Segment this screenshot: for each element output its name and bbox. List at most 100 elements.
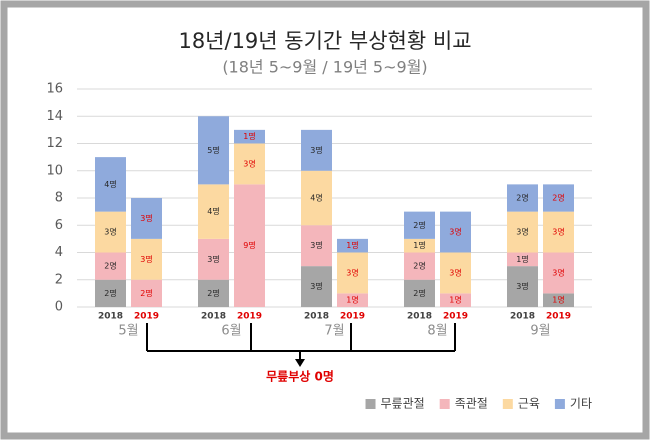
bar-segment — [234, 129, 265, 144]
legend-label: 기타 — [570, 397, 592, 411]
value-label: 2명 — [104, 288, 116, 298]
bar-segment — [337, 293, 368, 307]
bar-segment — [440, 293, 471, 307]
chart-subtitle: (18년 5~9월 / 19년 5~9월) — [222, 58, 427, 77]
x-tick-label: 2018 — [407, 312, 432, 322]
bar-segment — [95, 252, 126, 280]
value-label: 3명 — [104, 227, 116, 237]
chart-title: 18년/19년 동기간 부상현황 비교 — [178, 29, 471, 53]
value-label: 3명 — [552, 267, 564, 277]
bar-segment — [404, 279, 435, 307]
group-label: 5월 — [118, 324, 138, 339]
bar-segment — [404, 211, 435, 239]
value-label: 2명 — [207, 288, 219, 298]
value-label: 3명 — [310, 145, 322, 155]
value-label: 1명 — [449, 295, 461, 305]
y-tick-label: 10 — [46, 163, 63, 178]
value-label: 2명 — [140, 288, 152, 298]
bar-segment — [507, 184, 538, 212]
value-label: 9명 — [243, 240, 255, 250]
bar-segment — [301, 129, 332, 171]
legend-label: 족관절 — [455, 397, 488, 411]
group-label: 7월 — [324, 324, 344, 339]
y-tick-label: 14 — [46, 109, 63, 124]
value-label: 2명 — [516, 193, 528, 203]
value-label: 3명 — [346, 267, 358, 277]
value-label: 3명 — [310, 240, 322, 250]
bar-segment — [440, 211, 471, 253]
value-label: 3명 — [140, 254, 152, 264]
bar-segment — [301, 225, 332, 267]
x-tick-label: 2019 — [443, 312, 468, 322]
bar-segment — [404, 238, 435, 253]
bar-segment — [234, 184, 265, 307]
bar-segment — [198, 116, 229, 185]
x-tick-label: 2018 — [304, 312, 329, 322]
x-tick-label: 2019 — [237, 312, 262, 322]
bar-segment — [543, 211, 574, 253]
value-label: 1명 — [243, 131, 255, 141]
y-tick-label: 6 — [55, 218, 63, 233]
value-label: 2명 — [413, 261, 425, 271]
y-tick-label: 12 — [46, 136, 63, 151]
value-label: 2명 — [413, 220, 425, 230]
value-label: 1명 — [346, 295, 358, 305]
value-label: 3명 — [140, 213, 152, 223]
y-tick-label: 2 — [55, 272, 63, 287]
legend-label: 무릎관절 — [381, 397, 425, 411]
value-label: 4명 — [207, 206, 219, 216]
x-tick-label: 2018 — [201, 312, 226, 322]
bar-segment — [234, 143, 265, 185]
bar-segment — [337, 252, 368, 294]
value-label: 3명 — [516, 227, 528, 237]
value-label: 1명 — [413, 240, 425, 250]
bar-segment — [543, 252, 574, 294]
annotation: 무릎부상 0명 — [266, 369, 334, 384]
value-label: 3명 — [516, 281, 528, 291]
value-label: 1명 — [346, 240, 358, 250]
value-label: 1명 — [516, 254, 528, 264]
bar-segment — [131, 279, 162, 307]
legend-swatch — [365, 399, 376, 409]
y-tick-label: 16 — [46, 82, 63, 97]
y-tick-label: 4 — [55, 245, 63, 260]
bar-segment — [198, 238, 229, 280]
x-tick-label: 2019 — [340, 312, 365, 322]
y-tick-label: 0 — [55, 300, 63, 315]
group-label: 8월 — [427, 324, 447, 339]
value-label: 4명 — [310, 193, 322, 203]
value-label: 3명 — [243, 158, 255, 168]
value-label: 1명 — [552, 295, 564, 305]
bar-segment — [301, 266, 332, 307]
value-label: 3명 — [449, 227, 461, 237]
bar-segment — [131, 238, 162, 280]
value-label: 3명 — [552, 227, 564, 237]
x-tick-label: 2019 — [546, 312, 571, 322]
value-label: 2명 — [413, 288, 425, 298]
value-label: 3명 — [207, 254, 219, 264]
x-tick-label: 2018 — [98, 312, 123, 322]
bar-segment — [543, 184, 574, 212]
legend-label: 근육 — [518, 397, 540, 411]
x-tick-label: 2018 — [510, 312, 535, 322]
bracket — [146, 323, 456, 367]
y-tick-label: 8 — [55, 191, 63, 206]
bar-segment — [131, 198, 162, 239]
bar-segment — [404, 252, 435, 280]
group-label: 6월 — [221, 324, 241, 339]
bar-segment — [95, 211, 126, 253]
x-tick-label: 2019 — [134, 312, 159, 322]
value-label: 2명 — [552, 193, 564, 203]
bar-segment — [507, 211, 538, 253]
bar-segment — [543, 293, 574, 307]
bar-segment — [198, 279, 229, 307]
value-label: 3명 — [310, 281, 322, 291]
legend-swatch — [439, 399, 450, 409]
bar-segment — [440, 252, 471, 294]
value-label: 2명 — [104, 261, 116, 271]
legend-swatch — [554, 399, 565, 409]
bar-segment — [301, 170, 332, 226]
bar-segment — [95, 157, 126, 212]
bar-segment — [507, 252, 538, 267]
